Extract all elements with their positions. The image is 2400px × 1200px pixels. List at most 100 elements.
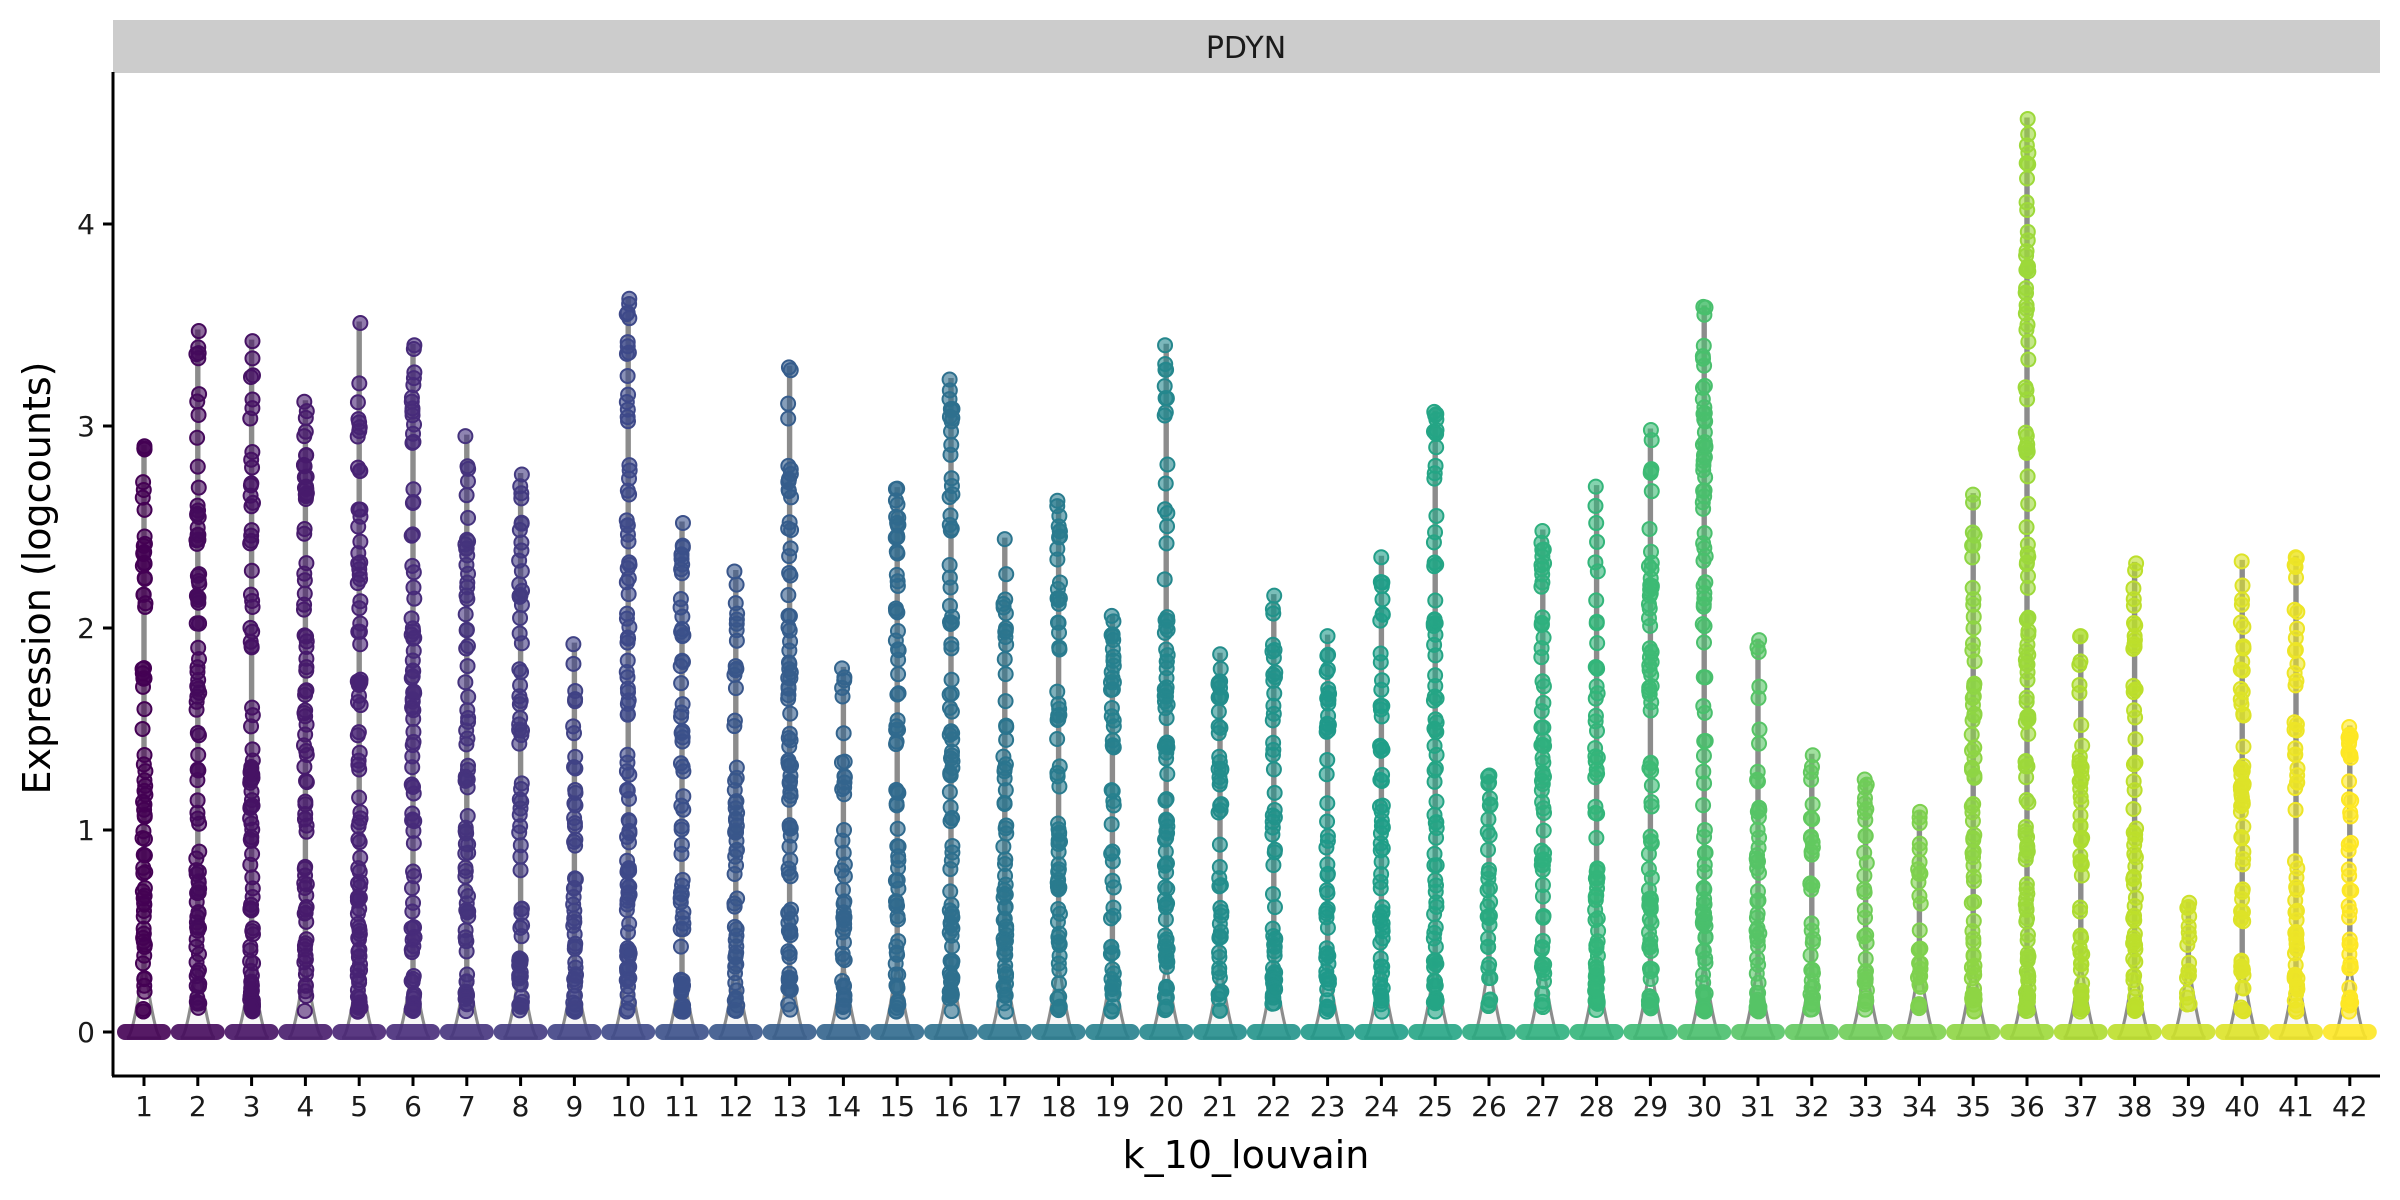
- point-4: [297, 935, 314, 952]
- point-17: [996, 796, 1013, 813]
- point-24: [1372, 873, 1389, 890]
- point-23: [1319, 856, 1336, 873]
- point-25: [1426, 773, 1443, 790]
- point-1: [135, 925, 152, 942]
- point-11: [674, 1002, 691, 1019]
- point-37: [2072, 628, 2089, 645]
- point-17: [998, 966, 1015, 983]
- point-23: [1320, 646, 1337, 663]
- point-6: [405, 340, 422, 357]
- point-16: [941, 597, 958, 614]
- point-16: [944, 953, 961, 970]
- point-30: [1695, 596, 1712, 613]
- point-16: [943, 470, 960, 487]
- point-5: [351, 375, 368, 392]
- x-tick-label: 38: [2117, 1090, 2153, 1123]
- point-25: [1426, 972, 1443, 989]
- point-33: [1858, 934, 1875, 951]
- point-24: [1373, 812, 1390, 829]
- point-29: [1643, 643, 1660, 660]
- x-tick-label: 35: [1955, 1090, 1991, 1123]
- point-15: [889, 946, 906, 963]
- point-30: [1695, 669, 1712, 686]
- point-15: [888, 508, 905, 525]
- point-36: [2020, 258, 2037, 275]
- point-18: [1051, 641, 1068, 658]
- point-2: [191, 843, 208, 860]
- point-19: [1103, 816, 1120, 833]
- point-5: [352, 956, 369, 973]
- x-tick-label: 19: [1095, 1090, 1131, 1123]
- point-19: [1105, 998, 1122, 1015]
- point-11: [672, 755, 689, 772]
- point-8: [513, 775, 530, 792]
- point-41: [2287, 801, 2304, 818]
- x-axis-title: k_10_louvain: [1123, 1133, 1370, 1177]
- x-tick-label: 39: [2171, 1090, 2207, 1123]
- point-21: [1210, 718, 1227, 735]
- point-29: [1641, 682, 1658, 699]
- point-6: [404, 737, 421, 754]
- y-axis-title: Expression (logcounts): [15, 362, 59, 795]
- point-21: [1213, 907, 1230, 924]
- point-32: [1802, 947, 1819, 964]
- point-34: [1911, 835, 1928, 852]
- point-30: [1697, 299, 1714, 316]
- point-1: [136, 746, 153, 763]
- point-7: [458, 621, 475, 638]
- point-42: [2342, 749, 2359, 766]
- point-25: [1426, 611, 1443, 628]
- point-18: [1049, 540, 1066, 557]
- point-13: [780, 587, 797, 604]
- point-12: [727, 822, 744, 839]
- point-40: [2233, 999, 2250, 1016]
- point-27: [1534, 566, 1551, 583]
- point-24: [1374, 591, 1391, 608]
- point-33: [1857, 950, 1874, 967]
- point-31: [1749, 893, 1766, 910]
- point-8: [512, 976, 529, 993]
- point-11: [673, 836, 690, 853]
- point-16: [944, 810, 961, 827]
- point-28: [1588, 938, 1605, 955]
- point-25: [1427, 995, 1444, 1012]
- point-4: [297, 686, 314, 703]
- point-30: [1696, 828, 1713, 845]
- point-18: [1050, 821, 1067, 838]
- point-2: [190, 323, 207, 340]
- point-15: [887, 480, 904, 497]
- point-37: [2072, 817, 2089, 834]
- point-39: [2179, 989, 2196, 1006]
- point-32: [1803, 972, 1820, 989]
- point-25: [1428, 439, 1445, 456]
- point-6: [405, 863, 422, 880]
- point-35: [1966, 893, 1983, 910]
- point-4: [298, 774, 315, 791]
- point-3: [243, 999, 260, 1016]
- point-6: [404, 759, 421, 776]
- point-5: [351, 995, 368, 1012]
- point-15: [889, 977, 906, 994]
- point-20: [1157, 879, 1174, 896]
- point-23: [1320, 722, 1337, 739]
- point-41: [2289, 760, 2306, 777]
- point-14: [836, 672, 853, 689]
- point-16: [944, 486, 961, 503]
- points-zero-band-12: [708, 1024, 763, 1040]
- point-15: [887, 600, 904, 617]
- point-36: [2019, 391, 2036, 408]
- point-38: [2126, 782, 2143, 799]
- point-8: [513, 542, 530, 559]
- point-16: [941, 686, 958, 703]
- point-12: [727, 974, 744, 991]
- point-36: [2019, 1002, 2036, 1019]
- point-40: [2235, 738, 2252, 755]
- point-8: [511, 950, 528, 967]
- point-30: [1694, 348, 1711, 365]
- point-35: [1965, 688, 1982, 705]
- point-5: [350, 676, 367, 693]
- facet-strip-label: PDYN: [1206, 31, 1286, 66]
- point-20: [1159, 825, 1176, 842]
- points-zero-band-30: [1677, 1024, 1732, 1040]
- point-34: [1911, 809, 1928, 826]
